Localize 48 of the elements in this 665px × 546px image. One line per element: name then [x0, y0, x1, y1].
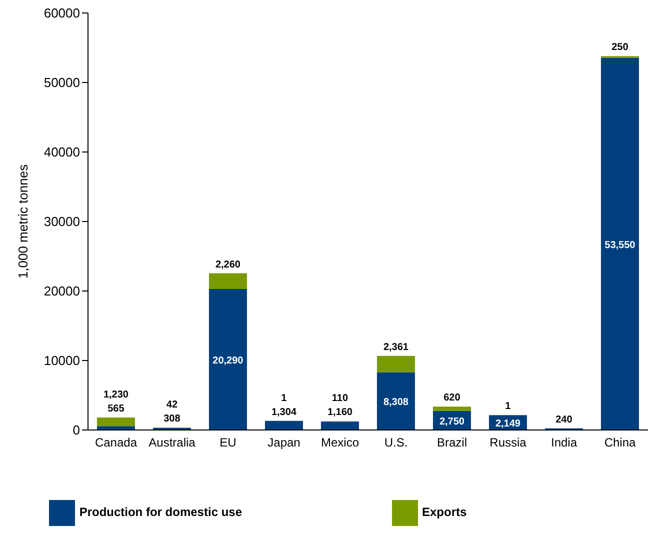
y-tick-label: 40000: [44, 144, 80, 160]
data-label: 308: [164, 414, 181, 425]
legend-label: Production for domestic use: [79, 505, 242, 520]
data-label: 1,230: [103, 390, 129, 401]
x-tick-label: Brazil: [436, 436, 468, 450]
bar: [376, 372, 415, 430]
x-tick-label: Canada: [94, 436, 138, 450]
x-tick-label: China: [604, 436, 636, 450]
x-tick-label: Russia: [490, 436, 527, 450]
data-label: 42: [166, 400, 178, 411]
data-label: 110: [332, 393, 348, 404]
x-tick-label: Mexico: [320, 436, 360, 450]
y-tick-label: 0: [72, 422, 80, 438]
y-axis-title: 1,000 metric tonnes: [16, 164, 31, 279]
bar: [600, 58, 639, 430]
bar: [376, 356, 415, 372]
y-tick-label: 20000: [44, 284, 80, 299]
y-tick-label: 30000: [44, 214, 80, 230]
x-tick-label: India: [550, 436, 578, 450]
x-tick-label: U.S.: [384, 436, 408, 450]
data-label: 1,160: [327, 407, 353, 418]
y-tick-label: 10000: [44, 353, 80, 368]
data-label: 1,304: [271, 406, 297, 418]
data-label: 53,550: [604, 240, 636, 251]
x-tick-label: Japan: [268, 436, 300, 450]
data-label: 2,149: [495, 418, 521, 430]
bar: [432, 406, 471, 411]
data-label: 1: [281, 392, 288, 404]
y-tick-label: 60000: [44, 6, 80, 21]
bar: [264, 420, 303, 430]
data-label: 8,308: [383, 397, 409, 408]
data-label: 20,290: [212, 355, 244, 366]
data-label: 240: [556, 414, 573, 426]
data-label: 2,260: [215, 259, 241, 270]
data-label: 1: [505, 401, 512, 412]
data-label: 565: [108, 404, 125, 415]
bar: [320, 422, 359, 430]
data-label: 2,750: [439, 416, 465, 428]
data-label: 620: [444, 392, 461, 404]
bar: [208, 288, 247, 430]
bar: [208, 273, 247, 289]
x-tick-label: Australia: [148, 436, 196, 450]
x-tick-label: EU: [220, 436, 236, 450]
data-label: 2,361: [383, 342, 409, 353]
legend-label: Exports: [422, 505, 467, 520]
y-tick-label: 50000: [44, 75, 80, 90]
data-label: 250: [612, 42, 629, 54]
bar: [96, 418, 135, 426]
